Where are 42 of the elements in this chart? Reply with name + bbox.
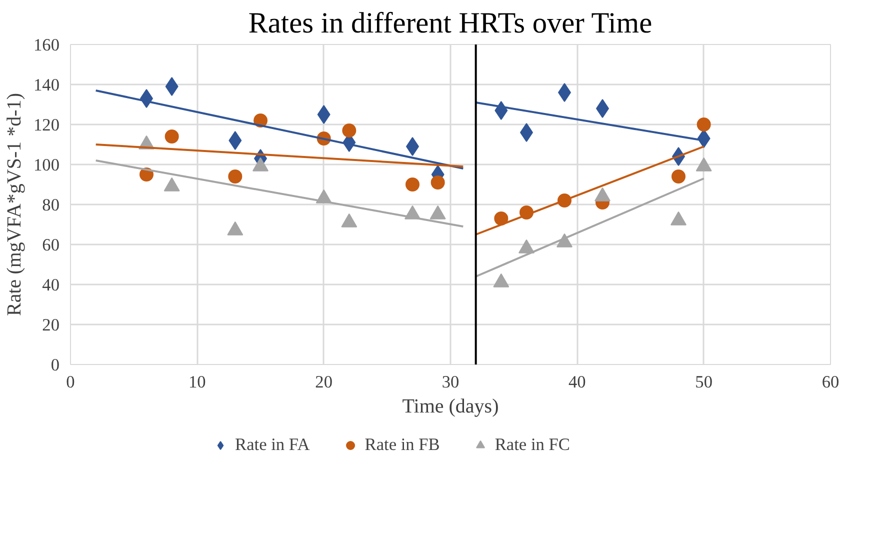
point bbox=[342, 124, 356, 138]
y-tick-label: 60 bbox=[42, 236, 60, 254]
y-tick-label: 80 bbox=[42, 196, 60, 214]
point bbox=[493, 273, 510, 288]
x-tick-label: 30 bbox=[442, 372, 460, 392]
point bbox=[228, 170, 242, 184]
point bbox=[430, 176, 445, 190]
y-tick-label: 160 bbox=[34, 36, 60, 54]
legend-label: Rate in FB bbox=[364, 435, 440, 455]
y-axis-title: Rate (mgVFA*gVS-1 *d-1) bbox=[4, 93, 26, 316]
point bbox=[228, 131, 242, 150]
y-tick-label: 100 bbox=[34, 156, 60, 174]
point bbox=[165, 77, 178, 96]
point bbox=[696, 118, 711, 132]
point bbox=[227, 221, 244, 236]
point bbox=[672, 170, 686, 184]
point bbox=[518, 239, 534, 254]
y-tick-label: 140 bbox=[34, 76, 60, 94]
point bbox=[594, 187, 610, 202]
x-axis-title: Time (days) bbox=[402, 396, 499, 418]
point bbox=[164, 177, 180, 192]
point bbox=[556, 233, 572, 248]
point bbox=[341, 213, 358, 228]
point bbox=[430, 205, 446, 220]
x-tick-label: 10 bbox=[188, 372, 206, 392]
x-tick-label: 20 bbox=[315, 372, 332, 392]
legend-label: Rate in FC bbox=[494, 435, 570, 455]
point bbox=[494, 212, 508, 226]
y-tick-label: 0 bbox=[50, 356, 60, 374]
chart-title: Rates in different HRTs over Time bbox=[248, 8, 652, 40]
x-tick-label: 0 bbox=[66, 372, 75, 392]
legend-label: Rate in FA bbox=[235, 435, 310, 455]
y-tick-label: 20 bbox=[42, 316, 60, 334]
point bbox=[406, 178, 420, 192]
point bbox=[670, 211, 686, 226]
point bbox=[317, 105, 330, 124]
y-tick-label: 40 bbox=[42, 276, 60, 294]
y-tick-label: 120 bbox=[34, 116, 60, 134]
x-tick-label: 50 bbox=[695, 372, 712, 392]
point bbox=[164, 130, 179, 144]
x-tick-label: 40 bbox=[568, 372, 586, 392]
x-tick-label: 60 bbox=[822, 372, 840, 392]
